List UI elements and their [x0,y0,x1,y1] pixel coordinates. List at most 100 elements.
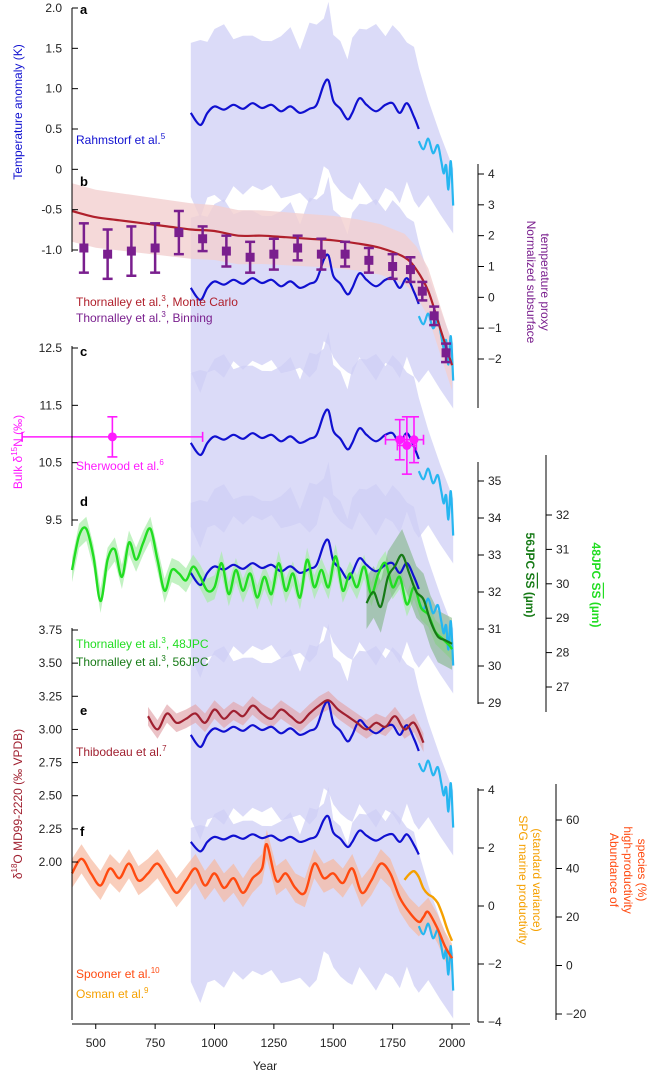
x-tick-label: 500 [86,1036,106,1050]
right-tick-label: 33 [488,548,502,562]
right-tick-label: 27 [556,680,570,694]
left-tick-label: 2.75 [39,756,63,770]
panel-letter-e: e [80,703,87,718]
title-sup: 15 [10,446,19,455]
legend-text: Thornalley et al. [76,655,161,669]
legend-suffix: , Monte Carlo [166,295,238,309]
right-tick-label: 0 [488,899,495,913]
legend-sup: 3 [161,294,166,303]
left-axis-title-d18o: δ18O MD99-2220 (‰ VPDB) [10,729,25,879]
legend-text: Thornalley et al. [76,637,161,651]
left-tick-label: 3.75 [39,623,63,637]
left-tick-label: 1.0 [45,82,62,96]
right-tick-label: 20 [566,910,580,924]
legend-entry-b: Thornalley et al.3, Binning [76,310,213,325]
right-tick-label: −4 [488,1015,502,1029]
uncertainty-band-0 [190,1,454,234]
left-tick-label: 2.25 [39,822,63,836]
right-axis-title-highprod: high-productivity [621,826,635,913]
right-axis-title-highprod: Abundance of [607,833,621,908]
sherwood-point [107,432,117,442]
left-axis-title-temp: Temperature anomaly (K) [11,44,25,179]
thornalley-56jpc-line [365,553,453,645]
right-axis-title-subsurf: temperature proxy [538,233,552,330]
panel-letter-b: b [80,174,88,189]
left-tick-label: 3.50 [39,656,63,670]
binning-point [417,286,427,296]
legend-suffix: , 56JPC [166,655,209,669]
legend-sup: 5 [161,132,166,141]
band-spooner [72,829,452,973]
panel-letter-a: a [80,2,88,17]
right-tick-label: −2 [488,352,502,366]
right-tick-label: 32 [556,508,570,522]
binning-point [269,249,279,259]
legend-text: Rahmstorf et al. [76,133,161,147]
binning-point [221,246,231,256]
left-tick-label: -0.5 [41,203,62,217]
binning-point [340,249,350,259]
data-series [21,78,455,991]
binning-point [103,249,113,259]
right-tick-label: −1 [488,321,502,335]
title-part: N (‰) [11,415,25,447]
binning-point [174,228,184,238]
title-part: (µm) [523,589,537,618]
legend-text: Spooner et al. [76,967,151,981]
legend-entry-f: Spooner et al.10 [76,966,160,981]
uncertainty-band-5 [190,786,454,1019]
binning-point [126,246,136,256]
binning-point [364,255,374,265]
monte-carlo-band [72,183,452,391]
x-axis-label: Year [253,1059,277,1073]
x-tick-label: 1750 [379,1036,406,1050]
right-axis-title-jpc56: 56JPC SS (µm) [523,533,537,618]
legend-sup: 6 [159,458,164,467]
right-tick-label: 29 [488,696,502,710]
right-tick-label: 31 [556,542,570,556]
legend-sup: 10 [151,966,160,975]
left-tick-label: 3.00 [39,722,63,736]
right-axis-title-jpc48: 48JPC SS (µm) [589,543,603,628]
uncertainty-band-4 [190,623,454,856]
left-tick-label: 3.25 [39,689,63,703]
right-tick-label: −20 [566,1007,587,1021]
x-tick-label: 1250 [261,1036,288,1050]
legend-text: Thibodeau et al. [76,745,162,759]
left-tick-label: 0 [55,162,62,176]
left-tick-label: 2.0 [45,1,62,15]
left-tick-label: 11.5 [40,398,63,412]
right-tick-label: 4 [488,783,495,797]
axes: 500 750 1000 1250 1500 1750 2000Year2.01.51.00… [10,1,649,1073]
title-part: SS [523,573,537,589]
rahmstorf-recent-line-4 [417,759,455,828]
binning-point [405,265,415,275]
binning-point [293,243,303,253]
binning-point [79,243,89,253]
thornalley-monte-carlo-line [71,209,454,366]
binning-point [316,249,326,259]
right-tick-label: 40 [566,862,580,876]
right-tick-label: 28 [556,646,570,660]
band-48jpc [72,516,452,662]
legend-entry-c: Sherwood et al.6 [76,458,164,473]
binning-point [388,262,398,271]
left-tick-label: 12.5 [39,341,63,355]
thibodeau-line [147,699,425,744]
osman-line [403,869,454,942]
panel-letter-c: c [80,344,87,359]
rahmstorf-recent-line-0 [417,137,455,206]
right-tick-label: 30 [556,577,570,591]
legend-entry-e: Thibodeau et al.7 [76,744,167,759]
left-tick-label: 2.00 [39,855,63,869]
thornalley-48jpc-line [70,526,454,650]
left-tick-label: 10.5 [39,456,63,470]
binning-point [150,243,160,253]
legend-suffix: , 48JPC [166,637,209,651]
left-tick-label: 1.5 [45,41,62,55]
right-tick-label: 32 [488,585,502,599]
legend-sup: 9 [144,986,149,995]
legend-entry-a: Rahmstorf et al.5 [76,132,166,147]
legend-sup: 3 [161,310,166,319]
right-tick-label: 34 [488,511,502,525]
